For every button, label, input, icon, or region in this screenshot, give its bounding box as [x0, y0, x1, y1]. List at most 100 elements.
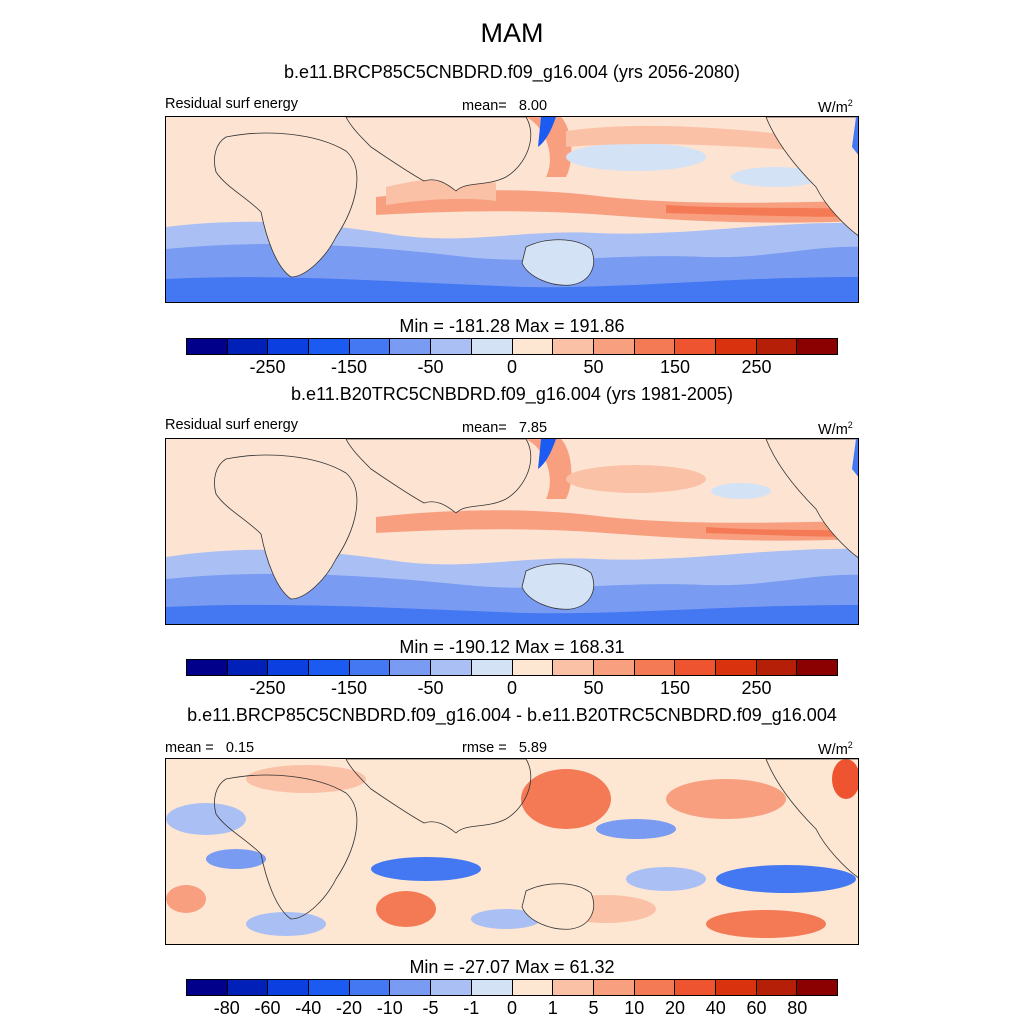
colorbar-tick-label: 50: [583, 678, 604, 698]
colorbar-swatch: [593, 660, 635, 675]
colorbar-swatch: [512, 339, 554, 354]
panel1-variable-label: Residual surf energy: [165, 96, 298, 112]
panel2-colorbar: [186, 659, 838, 676]
colorbar-tick-label: -1: [463, 998, 480, 1018]
colorbar-tick-label: -5: [422, 998, 439, 1018]
panel3-subtitle: b.e11.BRCP85C5CNBDRD.f09_g16.004 - b.e11…: [187, 705, 837, 725]
colorbar-swatch: [227, 339, 269, 354]
colorbar-swatch: [227, 980, 269, 995]
colorbar-swatch: [675, 339, 716, 354]
colorbar-tick-label: -20: [335, 998, 363, 1018]
colorbar-tick-label: 10: [624, 998, 645, 1018]
panel3-rmse: rmse = 5.89: [462, 740, 547, 756]
panel3-rmse-label: rmse =: [462, 740, 507, 756]
colorbar-tick-label: 150: [659, 357, 691, 377]
colorbar-tick-label: -40: [295, 998, 322, 1018]
colorbar-tick-label: 50: [583, 357, 604, 377]
colorbar-tick-label: -250: [249, 357, 286, 377]
colorbar-swatch: [390, 660, 432, 675]
colorbar-tick-label: 0: [506, 998, 518, 1018]
colorbar-swatch: [675, 980, 716, 995]
panel3-units: W/m2: [818, 740, 853, 758]
colorbar-swatch: [309, 660, 350, 675]
colorbar-tick-label: 250: [741, 678, 772, 698]
colorbar-tick-label: -60: [254, 998, 281, 1018]
panel2-subtitle: b.e11.B20TRC5CNBDRD.f09_g16.004 (yrs 198…: [291, 384, 733, 404]
colorbar-tick-label: 250: [741, 357, 772, 377]
panel1-map: [165, 116, 859, 303]
panel2-colorbar-ticks: -250 -150 -50 0 50 150 250: [186, 678, 838, 698]
colorbar-swatch: [187, 660, 228, 675]
colorbar-tick-label: -250: [249, 678, 286, 698]
panel2-variable-label: Residual surf energy: [165, 417, 298, 433]
colorbar-tick-label: 40: [705, 998, 726, 1018]
colorbar-swatch: [349, 980, 391, 995]
colorbar-swatch: [675, 660, 716, 675]
colorbar-tick-label: 1: [547, 998, 558, 1018]
colorbar-swatch: [227, 660, 269, 675]
colorbar-tick-label: -150: [330, 678, 368, 698]
colorbar-tick-label: -50: [417, 357, 444, 377]
colorbar-swatch: [268, 339, 310, 354]
colorbar-swatch: [756, 339, 798, 354]
colorbar-tick-label: -80: [213, 998, 240, 1018]
colorbar-swatch: [715, 339, 757, 354]
panel2-mean: mean= 7.85: [462, 420, 547, 436]
panel2-map: [165, 438, 859, 625]
panel3-mean-value: 0.15: [225, 740, 255, 756]
colorbar-swatch: [471, 980, 513, 995]
panel1-minmax: Min = -181.28 Max = 191.86: [399, 316, 625, 336]
colorbar-swatch: [431, 980, 472, 995]
colorbar-swatch: [634, 980, 676, 995]
panel1-mean-label: mean=: [462, 98, 507, 114]
panel3-rmse-value: 5.89: [518, 740, 548, 756]
colorbar-swatch: [634, 660, 676, 675]
colorbar-swatch: [715, 980, 757, 995]
colorbar-tick-label: 60: [746, 998, 767, 1018]
colorbar-swatch: [553, 980, 594, 995]
colorbar-tick-label: 0: [506, 678, 518, 698]
colorbar-tick-label: 5: [588, 998, 599, 1018]
colorbar-swatch: [797, 660, 837, 675]
panel1-subtitle: b.e11.BRCP85C5CNBDRD.f09_g16.004 (yrs 20…: [284, 62, 740, 82]
colorbar-swatch: [512, 660, 554, 675]
panel2-units: W/m2: [818, 420, 853, 438]
colorbar-swatch: [309, 339, 350, 354]
colorbar-swatch: [634, 339, 676, 354]
panel1-mean-value: 8.00: [518, 98, 548, 114]
colorbar-swatch: [431, 660, 472, 675]
colorbar-swatch: [187, 980, 228, 995]
colorbar-swatch: [553, 339, 594, 354]
colorbar-swatch: [797, 339, 837, 354]
colorbar-swatch: [431, 339, 472, 354]
colorbar-swatch: [797, 980, 837, 995]
colorbar-swatch: [471, 660, 513, 675]
colorbar-swatch: [390, 339, 432, 354]
panel3-minmax: Min = -27.07 Max = 61.32: [409, 957, 615, 977]
colorbar-swatch: [756, 660, 798, 675]
colorbar-swatch: [512, 980, 554, 995]
panel3-mean-label: mean =: [165, 740, 214, 756]
colorbar-swatch: [309, 980, 350, 995]
panel1-map-field: [166, 117, 858, 302]
colorbar-tick-label: 80: [787, 998, 808, 1018]
panel3-mean: mean = 0.15: [165, 740, 254, 756]
colorbar-swatch: [593, 339, 635, 354]
colorbar-swatch: [553, 660, 594, 675]
colorbar-tick-label: 20: [664, 998, 686, 1018]
colorbar-tick-label: 0: [506, 357, 518, 377]
panel2-mean-value: 7.85: [518, 420, 548, 436]
colorbar-swatch: [471, 339, 513, 354]
panel3-colorbar-ticks: -80 -60 -40 -20 -10 -5 -1 0 1 5 10 20 40 60 80: [186, 998, 838, 1018]
panel3-map: [165, 758, 859, 945]
figure-title: MAM: [480, 18, 544, 48]
panel2-mean-label: mean=: [462, 420, 507, 436]
panel2-minmax: Min = -190.12 Max = 168.31: [399, 637, 625, 657]
colorbar-swatch: [715, 660, 757, 675]
colorbar-swatch: [593, 980, 635, 995]
panel2-map-field: [166, 439, 858, 624]
colorbar-swatch: [187, 339, 228, 354]
panel1-units: W/m2: [818, 98, 853, 116]
panel1-colorbar: [186, 338, 838, 355]
colorbar-swatch: [349, 339, 391, 354]
